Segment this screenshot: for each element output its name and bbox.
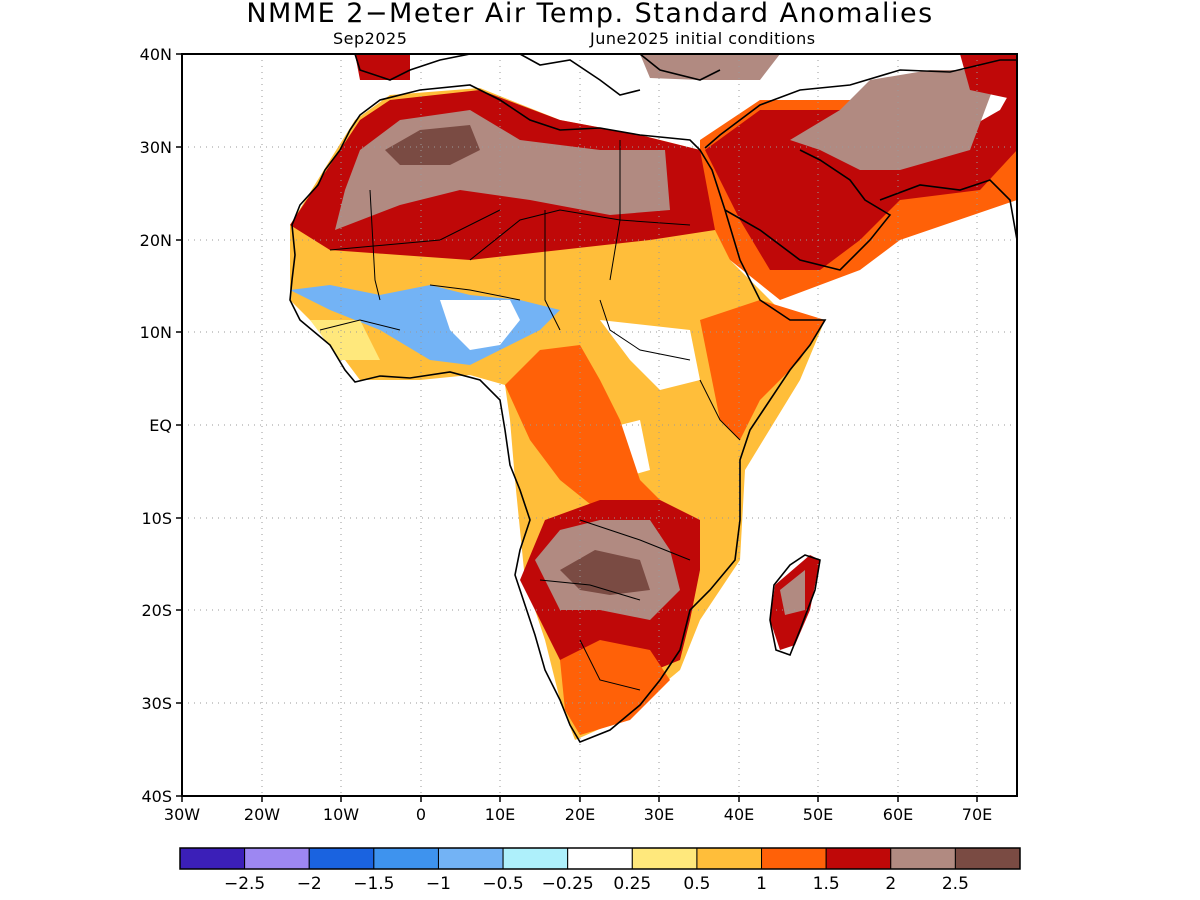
lon-tick-label: 20W — [244, 805, 280, 824]
extreme-anomaly-region — [385, 125, 480, 165]
lon-tick-label: 30E — [644, 805, 674, 824]
lon-tick-label: 30W — [164, 805, 200, 824]
very-strong-anomaly-region — [640, 54, 780, 80]
target-month: Sep2025 — [333, 29, 408, 48]
colorbar-tick-label: 1.5 — [813, 874, 840, 894]
lon-tick-label: 60E — [883, 805, 913, 824]
lon-tick-label: 20E — [565, 805, 595, 824]
lat-tick-label: 30N — [140, 138, 172, 157]
colorbar-swatch — [890, 847, 956, 870]
map-gridlines — [182, 54, 1017, 796]
colorbar-swatch — [502, 847, 569, 870]
colorbar-tick-label: −0.25 — [542, 874, 594, 894]
warm-anomaly-region — [560, 640, 670, 735]
colorbar-tick-label: 2 — [885, 874, 896, 894]
anomaly-shading — [290, 54, 1017, 740]
colorbar-tick-label: −2.5 — [224, 874, 265, 894]
colorbar-tick-label: 1 — [756, 874, 767, 894]
colorbar-swatch — [631, 847, 698, 870]
lat-tick-label: EQ — [149, 416, 172, 435]
coastlines — [289, 54, 1017, 743]
neutral-anomaly-region — [600, 320, 700, 390]
colorbar-tick-label: −0.5 — [482, 874, 523, 894]
colorbar-tick-label: −1 — [426, 874, 451, 894]
lon-tick-label: 50E — [803, 805, 833, 824]
strong-anomaly-region — [705, 80, 1017, 270]
very-strong-anomaly-region — [790, 70, 1000, 170]
mild-warm-region — [310, 320, 380, 360]
colorbar-swatch — [954, 847, 1021, 870]
lat-tick-label: 10S — [141, 509, 172, 528]
colorbar-swatch — [179, 847, 246, 870]
lat-tick-label: 40S — [141, 787, 172, 806]
colorbar-swatch — [825, 847, 892, 870]
colorbar-swatches — [179, 847, 1021, 870]
warm-anomaly-region — [505, 345, 660, 520]
colorbar-tick-label: 2.5 — [942, 874, 969, 894]
colorbar-swatch — [567, 847, 633, 870]
colorbar-swatch — [308, 847, 375, 870]
colorbar-swatch — [696, 847, 763, 870]
lat-tick-label: 10N — [140, 323, 172, 342]
colorbar-tick-label: 0.25 — [613, 874, 651, 894]
warm-anomaly-region — [700, 300, 825, 440]
colorbar-tick-label: −1.5 — [353, 874, 394, 894]
lat-tick-label: 30S — [141, 694, 172, 713]
lon-tick-label: 70E — [962, 805, 992, 824]
country-borders — [319, 140, 741, 691]
lat-tick-label: 20N — [140, 231, 172, 250]
colorbar-swatch — [437, 847, 504, 870]
latitude-axis: 40N 30N 20N 10N EQ 10S 20S 30S 40S — [140, 45, 182, 806]
colorbar-frame — [179, 847, 1021, 870]
longitude-axis: 30W 20W 10W 0 10E 20E 30E 40E 50E 60E 70… — [164, 796, 992, 824]
colorbar-swatch — [373, 847, 439, 870]
map-title: NMME 2−Meter Air Temp. Standard Anomalie… — [246, 0, 934, 29]
colorbar-labels: −2.5 −2 −1.5 −1 −0.5 −0.25 0.25 0.5 1 1.5 2 2.5 — [224, 874, 969, 894]
lon-tick-label: 40E — [724, 805, 754, 824]
lon-tick-label: 0 — [416, 805, 426, 824]
very-strong-anomaly-region — [780, 570, 805, 615]
initial-conditions-label: June2025 initial conditions — [590, 29, 816, 48]
lat-tick-label: 40N — [140, 45, 172, 64]
colorbar: −2.5 −2 −1.5 −1 −0.5 −0.25 0.25 0.5 1 1.5 2 2.5 — [179, 847, 1021, 894]
strong-anomaly-region — [355, 54, 410, 80]
colorbar-tick-label: 0.5 — [683, 874, 710, 894]
colorbar-swatch — [244, 847, 310, 870]
lat-tick-label: 20S — [141, 601, 172, 620]
lon-tick-label: 10E — [485, 805, 515, 824]
colorbar-swatch — [761, 847, 827, 870]
lon-tick-label: 10W — [323, 805, 359, 824]
colorbar-tick-label: −2 — [297, 874, 322, 894]
